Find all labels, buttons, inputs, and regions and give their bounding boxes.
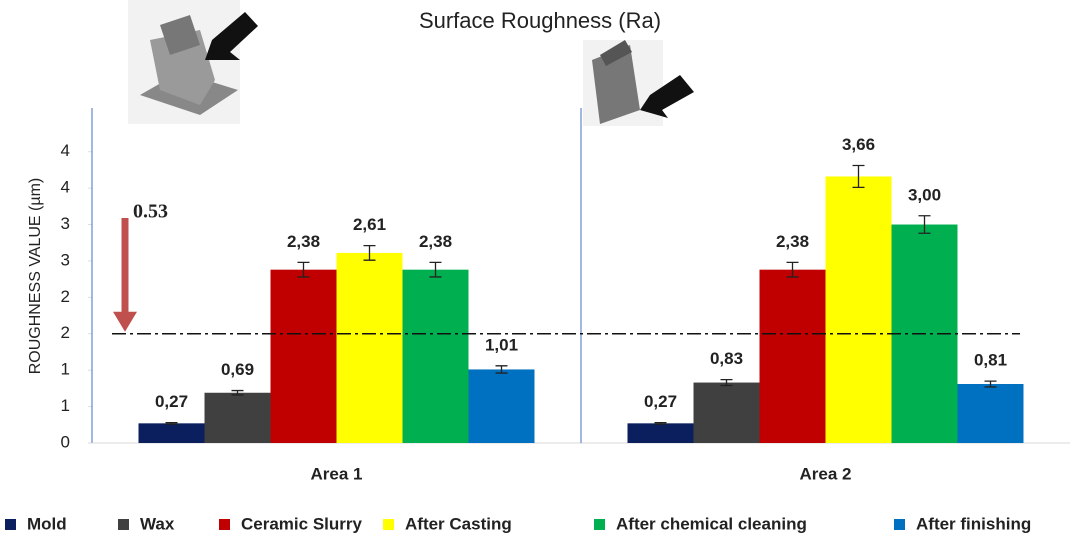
bar	[469, 369, 535, 443]
y-tick-label: 4	[61, 141, 70, 160]
bar	[205, 393, 271, 443]
value-label: 3,00	[908, 185, 941, 204]
bar	[139, 423, 205, 443]
bar	[760, 270, 826, 443]
legend-swatch	[5, 519, 16, 530]
bar	[694, 383, 760, 443]
annotation: 0.53	[133, 201, 168, 223]
legend-swatch	[894, 519, 905, 530]
bar	[628, 423, 694, 443]
y-tick-label: 3	[61, 214, 70, 233]
value-label: 0,81	[974, 351, 1007, 370]
legend-label: After chemical cleaning	[616, 514, 807, 533]
value-label: 0,27	[644, 392, 677, 411]
legend-label: After Casting	[405, 514, 512, 533]
y-tick-label: 2	[61, 323, 70, 342]
x-tick-label: Area 1	[311, 464, 363, 483]
y-tick-label: 4	[61, 178, 70, 197]
y-tick-label: 1	[61, 396, 70, 415]
y-tick-label: 1	[61, 360, 70, 379]
legend-label: Ceramic Slurry	[241, 514, 362, 533]
legend-swatch	[118, 519, 129, 530]
bar	[337, 253, 403, 443]
annotation-arrowhead	[113, 312, 137, 332]
legend-label: Mold	[27, 514, 67, 533]
bar	[403, 270, 469, 443]
legend-label: After finishing	[916, 514, 1031, 533]
y-axis-label: ROUGHNESS VALUE (µm)	[27, 178, 44, 375]
chart-title: Surface Roughness (Ra)	[419, 8, 661, 33]
value-label: 3,66	[842, 135, 875, 154]
y-tick-label: 2	[61, 287, 70, 306]
legend-label: Wax	[140, 514, 175, 533]
value-label: 0,83	[710, 349, 743, 368]
bar	[271, 270, 337, 443]
value-label: 2,61	[353, 215, 386, 234]
legend-swatch	[383, 519, 394, 530]
x-tick-label: Area 2	[800, 464, 852, 483]
legend-swatch	[594, 519, 605, 530]
value-label: 1,01	[485, 335, 518, 354]
value-label: 0,69	[221, 360, 254, 379]
part-image-1	[128, 0, 258, 124]
legend-swatch	[219, 519, 230, 530]
bar	[826, 176, 892, 443]
value-label: 0,27	[155, 392, 188, 411]
bar	[958, 384, 1024, 443]
value-label: 2,38	[287, 232, 320, 251]
value-label: 2,38	[419, 232, 452, 251]
y-tick-label: 0	[61, 432, 70, 451]
chart: Surface Roughness (Ra) ROUGHNESS VALUE (…	[0, 0, 1092, 542]
part-image-2	[583, 40, 694, 126]
y-tick-label: 3	[61, 250, 70, 269]
value-label: 2,38	[776, 232, 809, 251]
